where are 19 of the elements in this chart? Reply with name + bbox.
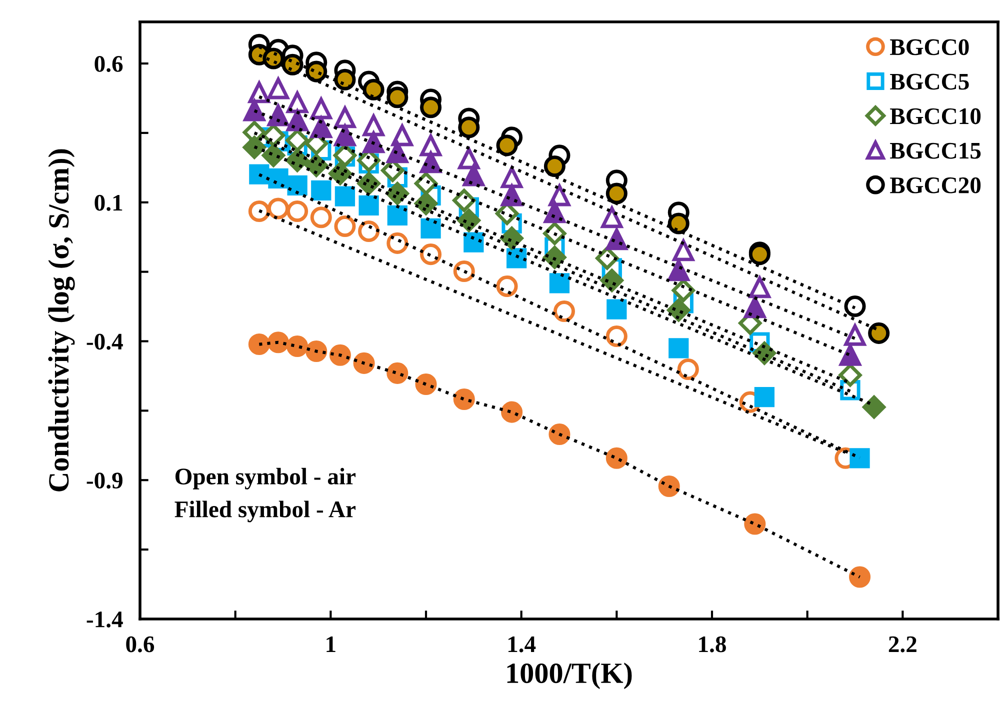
y-axis-title: Conductivity (log (σ, S/cm)) [48,149,75,492]
x-tick-label: 2.2 [888,636,916,652]
legend-label: BGCC5 [890,74,969,90]
legend-label: BGCC15 [890,142,981,159]
legend-label: BGCC0 [890,39,969,56]
x-tick-label: 0.6 [126,636,154,652]
y-tick-label: -0.9 [86,472,122,489]
annotation: Filled symbol - Ar [174,500,356,522]
x-tick-label: 1.8 [699,636,726,652]
x-axis-title: 1000/T(K) [507,662,632,690]
y-tick-label: 0.1 [94,194,122,211]
legend-label: BGCC10 [890,108,981,124]
x-tick-label: 1.4 [508,636,536,652]
y-tick-label: 0.6 [94,56,123,72]
legend-label: BGCC20 [890,177,981,194]
x-tick-label: 1 [326,636,336,652]
annotation: Open symbol - air [175,468,356,490]
y-tick-label: -0.4 [86,334,123,350]
y-tick-label: -1.4 [86,612,123,628]
